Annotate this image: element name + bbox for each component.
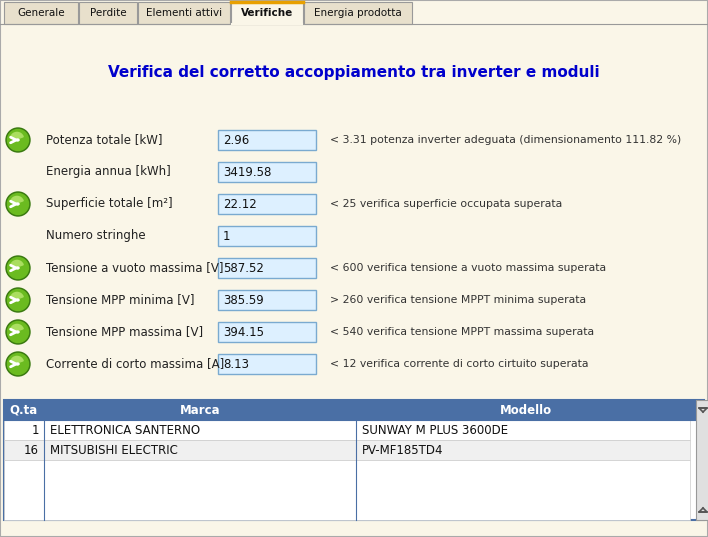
Text: < 540 verifica tensione MPPT massima superata: < 540 verifica tensione MPPT massima sup… [330, 327, 594, 337]
Text: 394.15: 394.15 [223, 325, 264, 338]
Wedge shape [11, 324, 23, 331]
Text: Superficie totale [m²]: Superficie totale [m²] [46, 198, 173, 211]
Bar [218, 130, 316, 150]
Bar [4, 440, 690, 460]
Bar [4, 400, 704, 420]
Bar [4, 2, 78, 24]
Bar [4, 460, 690, 520]
Text: SUNWAY M PLUS 3600DE: SUNWAY M PLUS 3600DE [362, 424, 508, 437]
Text: Numero stringhe: Numero stringhe [46, 229, 146, 243]
Wedge shape [11, 357, 23, 363]
Circle shape [8, 322, 28, 343]
Wedge shape [11, 133, 23, 139]
Bar [218, 162, 316, 182]
Text: 8.13: 8.13 [223, 358, 249, 371]
Bar [304, 2, 412, 24]
Text: Marca: Marca [180, 403, 220, 417]
Circle shape [8, 289, 28, 310]
Bar [79, 2, 137, 24]
Text: < 12 verifica corrente di corto cirtuito superata: < 12 verifica corrente di corto cirtuito… [330, 359, 588, 369]
Text: 16: 16 [24, 444, 39, 456]
Text: Verifiche: Verifiche [241, 8, 293, 18]
Text: Perdite: Perdite [90, 8, 126, 18]
Circle shape [6, 192, 30, 216]
Text: < 25 verifica superficie occupata superata: < 25 verifica superficie occupata supera… [330, 199, 562, 209]
Circle shape [8, 258, 28, 279]
Text: 1: 1 [223, 229, 231, 243]
Bar [4, 400, 704, 520]
Bar [138, 2, 230, 24]
Wedge shape [11, 293, 23, 299]
Text: ELETTRONICA SANTERNO: ELETTRONICA SANTERNO [50, 424, 200, 437]
Text: Energia prodotta: Energia prodotta [314, 8, 402, 18]
Bar [218, 354, 316, 374]
Text: 22.12: 22.12 [223, 198, 257, 211]
Text: 2.96: 2.96 [223, 134, 249, 147]
Text: Corrente di corto massima [A]: Corrente di corto massima [A] [46, 358, 224, 371]
Text: > 260 verifica tensione MPPT minima superata: > 260 verifica tensione MPPT minima supe… [330, 295, 586, 305]
Text: Energia annua [kWh]: Energia annua [kWh] [46, 165, 171, 178]
Circle shape [8, 193, 28, 214]
Text: 587.52: 587.52 [223, 262, 264, 274]
Text: < 3.31 potenza inverter adeguata (dimensionamento 111.82 %): < 3.31 potenza inverter adeguata (dimens… [330, 135, 681, 145]
Circle shape [6, 288, 30, 312]
Text: Modello: Modello [500, 403, 552, 417]
Text: PV-MF185TD4: PV-MF185TD4 [362, 444, 443, 456]
Text: Tensione a vuoto massima [V]: Tensione a vuoto massima [V] [46, 262, 224, 274]
Bar [218, 290, 316, 310]
Text: Q.ta: Q.ta [10, 403, 38, 417]
Text: Generale: Generale [17, 8, 65, 18]
Bar [231, 2, 303, 24]
Circle shape [6, 128, 30, 152]
Text: Tensione MPP minima [V]: Tensione MPP minima [V] [46, 294, 195, 307]
Circle shape [8, 353, 28, 374]
Bar [218, 258, 316, 278]
Bar [218, 194, 316, 214]
Wedge shape [11, 260, 23, 267]
Text: < 600 verifica tensione a vuoto massima superata: < 600 verifica tensione a vuoto massima … [330, 263, 606, 273]
Text: MITSUBISHI ELECTRIC: MITSUBISHI ELECTRIC [50, 444, 178, 456]
Wedge shape [11, 197, 23, 203]
Text: 385.59: 385.59 [223, 294, 264, 307]
Circle shape [8, 129, 28, 150]
Text: 3419.58: 3419.58 [223, 165, 271, 178]
Bar [218, 226, 316, 246]
Circle shape [6, 352, 30, 376]
Bar [4, 420, 690, 440]
Bar [218, 322, 316, 342]
Circle shape [6, 256, 30, 280]
Bar [696, 400, 708, 520]
Text: Elementi attivi: Elementi attivi [146, 8, 222, 18]
Circle shape [6, 320, 30, 344]
Text: Tensione MPP massima [V]: Tensione MPP massima [V] [46, 325, 203, 338]
Text: Potenza totale [kW]: Potenza totale [kW] [46, 134, 163, 147]
Text: 1: 1 [31, 424, 39, 437]
Text: Verifica del corretto accoppiamento tra inverter e moduli: Verifica del corretto accoppiamento tra … [108, 64, 600, 79]
